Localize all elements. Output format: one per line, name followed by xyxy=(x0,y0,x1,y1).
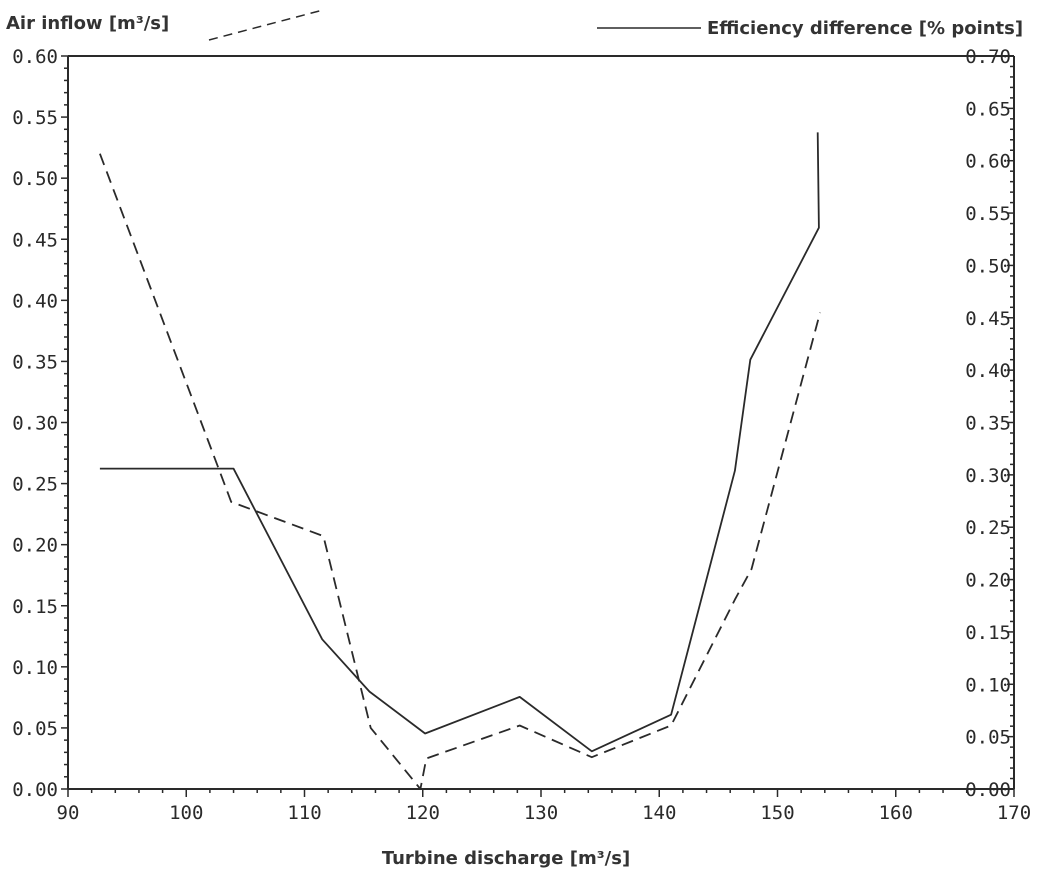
y-right-tick-label: 0.70 xyxy=(965,46,1011,68)
y-right-tick-label: 0.40 xyxy=(965,360,1011,382)
y-left-tick-label: 0.45 xyxy=(12,229,58,251)
x-tick-label: 110 xyxy=(287,802,321,824)
x-tick-label: 140 xyxy=(642,802,676,824)
y-left-tick-label: 0.40 xyxy=(12,290,58,312)
legend-dashed-swatch xyxy=(208,9,324,41)
axis-ticks: 90 100 110 120 130 140 150 160 1700.000.050.100.… xyxy=(12,46,1031,824)
x-tick-label: 160 xyxy=(879,802,913,824)
y-right-tick-label: 0.35 xyxy=(965,413,1011,435)
x-tick-label: 120 xyxy=(406,802,440,824)
efficiency-difference-series-line xyxy=(99,132,820,753)
y-left-tick-label: 0.35 xyxy=(12,351,58,373)
x-tick-label: 170 xyxy=(997,802,1031,824)
y-left-tick-label: 0.55 xyxy=(12,107,58,129)
y-right-tick-label: 0.20 xyxy=(965,570,1011,592)
y-right-tick-label: 0.05 xyxy=(965,727,1011,749)
y-left-tick-label: 0.20 xyxy=(12,535,58,557)
y-right-tick-label: 0.45 xyxy=(965,308,1011,330)
y-left-tick-label: 0.10 xyxy=(12,657,58,679)
x-tick-label: 130 xyxy=(524,802,558,824)
left-y-axis-title: Air inflow [m³/s] xyxy=(6,13,169,34)
y-right-tick-label: 0.60 xyxy=(965,151,1011,173)
y-right-tick-label: 0.10 xyxy=(965,674,1011,696)
y-left-tick-label: 0.50 xyxy=(12,168,58,190)
y-left-tick-label: 0.00 xyxy=(12,779,58,801)
y-right-tick-label: 0.55 xyxy=(965,203,1011,225)
y-left-tick-label: 0.05 xyxy=(12,718,58,740)
y-right-tick-label: 0.65 xyxy=(965,98,1011,120)
y-right-tick-label: 0.50 xyxy=(965,255,1011,277)
y-left-tick-label: 0.15 xyxy=(12,596,58,618)
x-tick-label: 100 xyxy=(169,802,203,824)
y-left-tick-label: 0.60 xyxy=(12,46,58,68)
y-right-tick-label: 0.15 xyxy=(965,622,1011,644)
y-right-tick-label: 0.30 xyxy=(965,465,1011,487)
y-left-tick-label: 0.25 xyxy=(12,474,58,496)
right-y-axis-title: Efficiency difference [% points] xyxy=(707,18,1023,39)
y-right-tick-label: 0.00 xyxy=(965,779,1011,801)
air-inflow-series-line xyxy=(99,153,821,790)
y-right-tick-label: 0.25 xyxy=(965,517,1011,539)
y-left-tick-label: 0.30 xyxy=(12,413,58,435)
x-tick-label: 90 xyxy=(57,802,80,824)
x-tick-label: 150 xyxy=(760,802,794,824)
data-series xyxy=(99,132,821,790)
x-axis-title: Turbine discharge [m³/s] xyxy=(382,848,630,869)
plot-axes xyxy=(67,55,1015,790)
